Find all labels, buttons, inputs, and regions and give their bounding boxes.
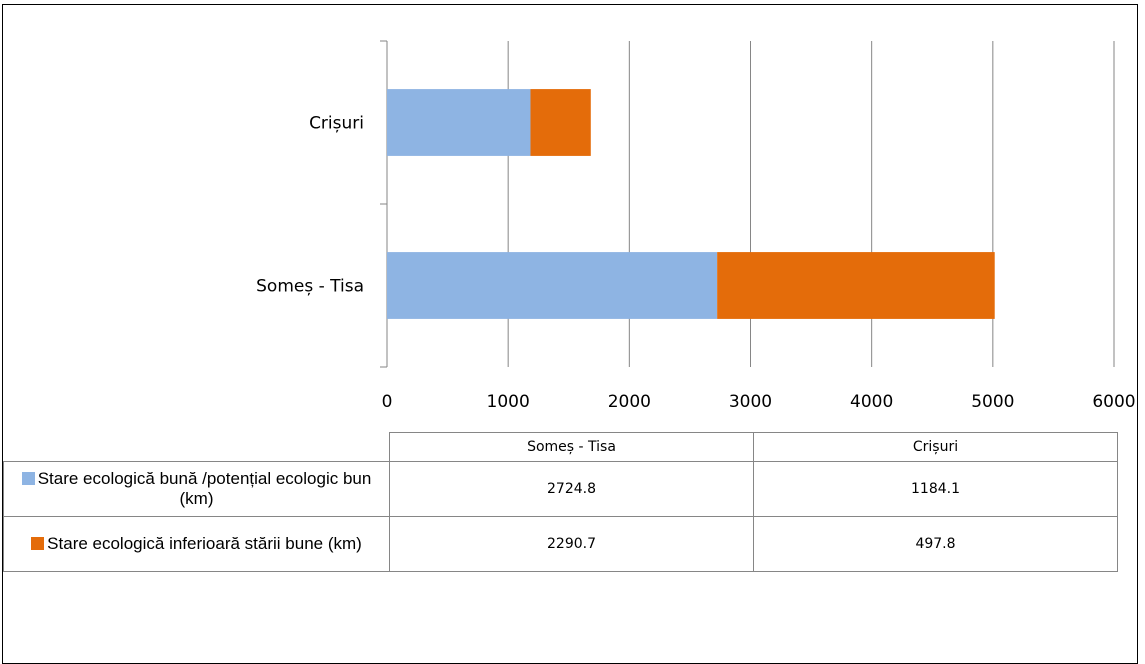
table-header-row: Someș - Tisa Crișuri [3, 432, 1118, 462]
category-label: Crișuri [309, 114, 364, 134]
x-tick-label: 4000 [850, 392, 893, 412]
x-tick-label: 2000 [608, 392, 651, 412]
table-row: Stare ecologică bună /potențial ecologic… [3, 461, 1118, 517]
bar-segment [717, 252, 995, 319]
series-name: Stare ecologică bună /potențial ecologic… [37, 469, 372, 508]
x-tick-label: 3000 [729, 392, 772, 412]
legend-swatch [21, 472, 35, 485]
table-corner-cell [3, 432, 390, 462]
chart-frame: Someș - Tisa Crișuri 0 1000 2000 3000 4000 5000… [2, 4, 1138, 664]
table-value-cell: 2290.7 [389, 516, 754, 572]
table-series-cell: Stare ecologică bună /potențial ecologic… [3, 461, 390, 517]
table-header-category: Crișuri [753, 432, 1118, 462]
bar-segment [387, 89, 531, 156]
x-tick-label: 5000 [971, 392, 1014, 412]
bar-segment [530, 89, 591, 156]
table-value-cell: 497.8 [753, 516, 1118, 572]
category-label: Someș - Tisa [256, 277, 364, 297]
x-tick-label: 6000 [1092, 392, 1135, 412]
data-table: Someș - Tisa Crișuri Stare ecologică bun… [3, 432, 1118, 572]
x-tick-label: 0 [382, 392, 393, 412]
chart-plot: Someș - Tisa Crișuri 0 1000 2000 3000 4000 5000… [256, 40, 1136, 412]
table-row: Stare ecologică inferioară stării bune (… [3, 516, 1118, 572]
table-value-cell: 1184.1 [753, 461, 1118, 517]
series-name: Stare ecologică inferioară stării bune (… [47, 534, 362, 553]
table-value-cell: 2724.8 [389, 461, 754, 517]
legend-swatch [31, 537, 45, 550]
table-series-cell: Stare ecologică inferioară stării bune (… [3, 516, 390, 572]
x-tick-label: 1000 [487, 392, 530, 412]
table-header-category: Someș - Tisa [389, 432, 754, 462]
bar-segment [387, 252, 718, 319]
